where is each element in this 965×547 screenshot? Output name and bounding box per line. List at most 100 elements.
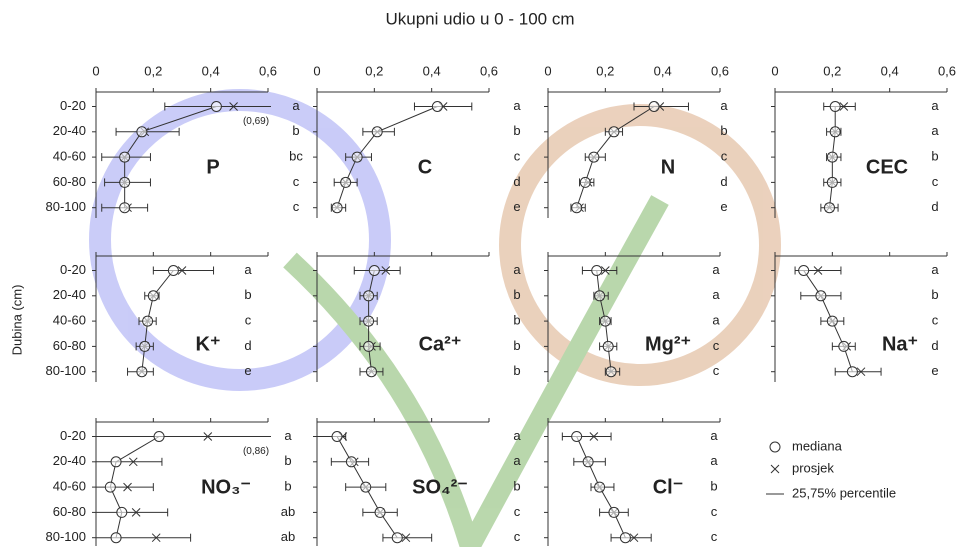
panel-label: Mg²⁺ xyxy=(645,333,691,355)
median-marker xyxy=(119,151,131,163)
median-marker xyxy=(826,315,838,327)
mean-marker xyxy=(203,432,213,441)
significance-letter: b xyxy=(284,479,291,494)
y-tick-label: 0-20 xyxy=(60,262,86,277)
mean-marker xyxy=(629,533,639,543)
significance-letter: c xyxy=(713,338,720,353)
median-marker xyxy=(351,151,363,163)
y-tick-label: 0-20 xyxy=(60,428,86,443)
median-marker xyxy=(594,481,606,493)
panel-label: K⁺ xyxy=(196,333,221,355)
significance-letter: d xyxy=(931,338,938,353)
significance-letter: d xyxy=(513,174,520,189)
median-marker xyxy=(838,340,850,352)
x-tick-label: 0,6 xyxy=(711,63,729,78)
plot-area xyxy=(794,265,882,378)
significance-letter: e xyxy=(720,199,727,214)
significance-letter: b xyxy=(513,123,520,138)
x-tick-label: 0,6 xyxy=(938,63,956,78)
mean-marker xyxy=(229,102,238,111)
x-tick-label: 0,2 xyxy=(144,63,162,78)
median-marker xyxy=(826,176,838,188)
median-marker xyxy=(608,126,620,138)
y-axis-label: Dubina (cm) xyxy=(9,285,24,356)
median-marker xyxy=(116,506,128,518)
significance-letter: d xyxy=(931,199,938,214)
median-marker xyxy=(829,126,841,138)
median-marker xyxy=(119,176,131,188)
significance-letter: b xyxy=(513,313,520,328)
mean-marker xyxy=(131,508,141,517)
significance-letter: c xyxy=(932,174,939,189)
mean-marker xyxy=(123,482,132,492)
y-tick-label: 60-80 xyxy=(53,338,86,353)
median-marker xyxy=(331,202,343,214)
plot-area xyxy=(101,101,271,214)
significance-letter: b xyxy=(244,287,251,302)
x-tick-label: 0,2 xyxy=(365,63,383,78)
x-tick-label: 0,6 xyxy=(259,63,277,78)
median-marker xyxy=(368,265,380,276)
legend: mediana prosjek 25,75% percentile xyxy=(766,438,896,500)
significance-letter: a xyxy=(513,453,521,468)
plot-area xyxy=(570,101,689,214)
mean-marker xyxy=(856,367,866,377)
significance-letter: a xyxy=(712,287,720,302)
annotation: (0,86) xyxy=(243,446,269,457)
legend-mean-marker xyxy=(770,464,780,474)
x-tick-label: 0,2 xyxy=(596,63,614,78)
significance-letter: b xyxy=(710,479,717,494)
y-tick-label: 60-80 xyxy=(53,504,86,519)
plot-area xyxy=(561,431,652,544)
significance-letter: ab xyxy=(281,529,295,544)
significance-letter: e xyxy=(931,363,938,378)
median-marker xyxy=(579,176,591,188)
median-marker xyxy=(147,290,159,302)
significance-letter: e xyxy=(244,363,251,378)
mean-marker xyxy=(151,533,161,543)
significance-letter: a xyxy=(513,428,521,443)
mean-marker xyxy=(600,266,610,275)
panel-label: NO₃⁻ xyxy=(201,476,251,498)
median-marker xyxy=(591,265,603,276)
median-marker xyxy=(210,101,222,112)
panel-label: Na⁺ xyxy=(882,333,918,355)
watermark-circle xyxy=(89,89,391,391)
significance-letter: a xyxy=(513,262,521,277)
median-marker xyxy=(360,481,372,493)
plot-area xyxy=(127,265,215,378)
significance-letter: a xyxy=(712,262,720,277)
y-tick-label: 0-20 xyxy=(60,98,86,113)
significance-letter: a xyxy=(244,262,252,277)
significance-letter: b xyxy=(513,287,520,302)
significance-letter: c xyxy=(713,363,720,378)
significance-letter: b xyxy=(513,479,520,494)
y-tick-label: 40-60 xyxy=(53,313,86,328)
significance-letter: d xyxy=(720,174,727,189)
mean-marker xyxy=(813,266,823,275)
panel-label: C xyxy=(418,156,432,178)
median-marker xyxy=(374,506,386,518)
mean-marker xyxy=(381,266,391,275)
median-marker xyxy=(582,456,594,468)
median-marker xyxy=(605,366,617,378)
median-marker xyxy=(136,126,148,138)
median-marker xyxy=(153,431,165,442)
significance-letter: a xyxy=(710,428,718,443)
x-tick-label: 0,4 xyxy=(654,63,672,78)
significance-letter: c xyxy=(514,149,521,164)
median-marker xyxy=(431,101,443,112)
panel-label: N xyxy=(661,156,675,178)
median-marker xyxy=(119,202,131,214)
median-marker xyxy=(826,151,838,163)
median-marker xyxy=(588,151,600,163)
median-marker xyxy=(136,366,148,378)
significance-letter: a xyxy=(710,453,718,468)
significance-letter: a xyxy=(931,262,939,277)
